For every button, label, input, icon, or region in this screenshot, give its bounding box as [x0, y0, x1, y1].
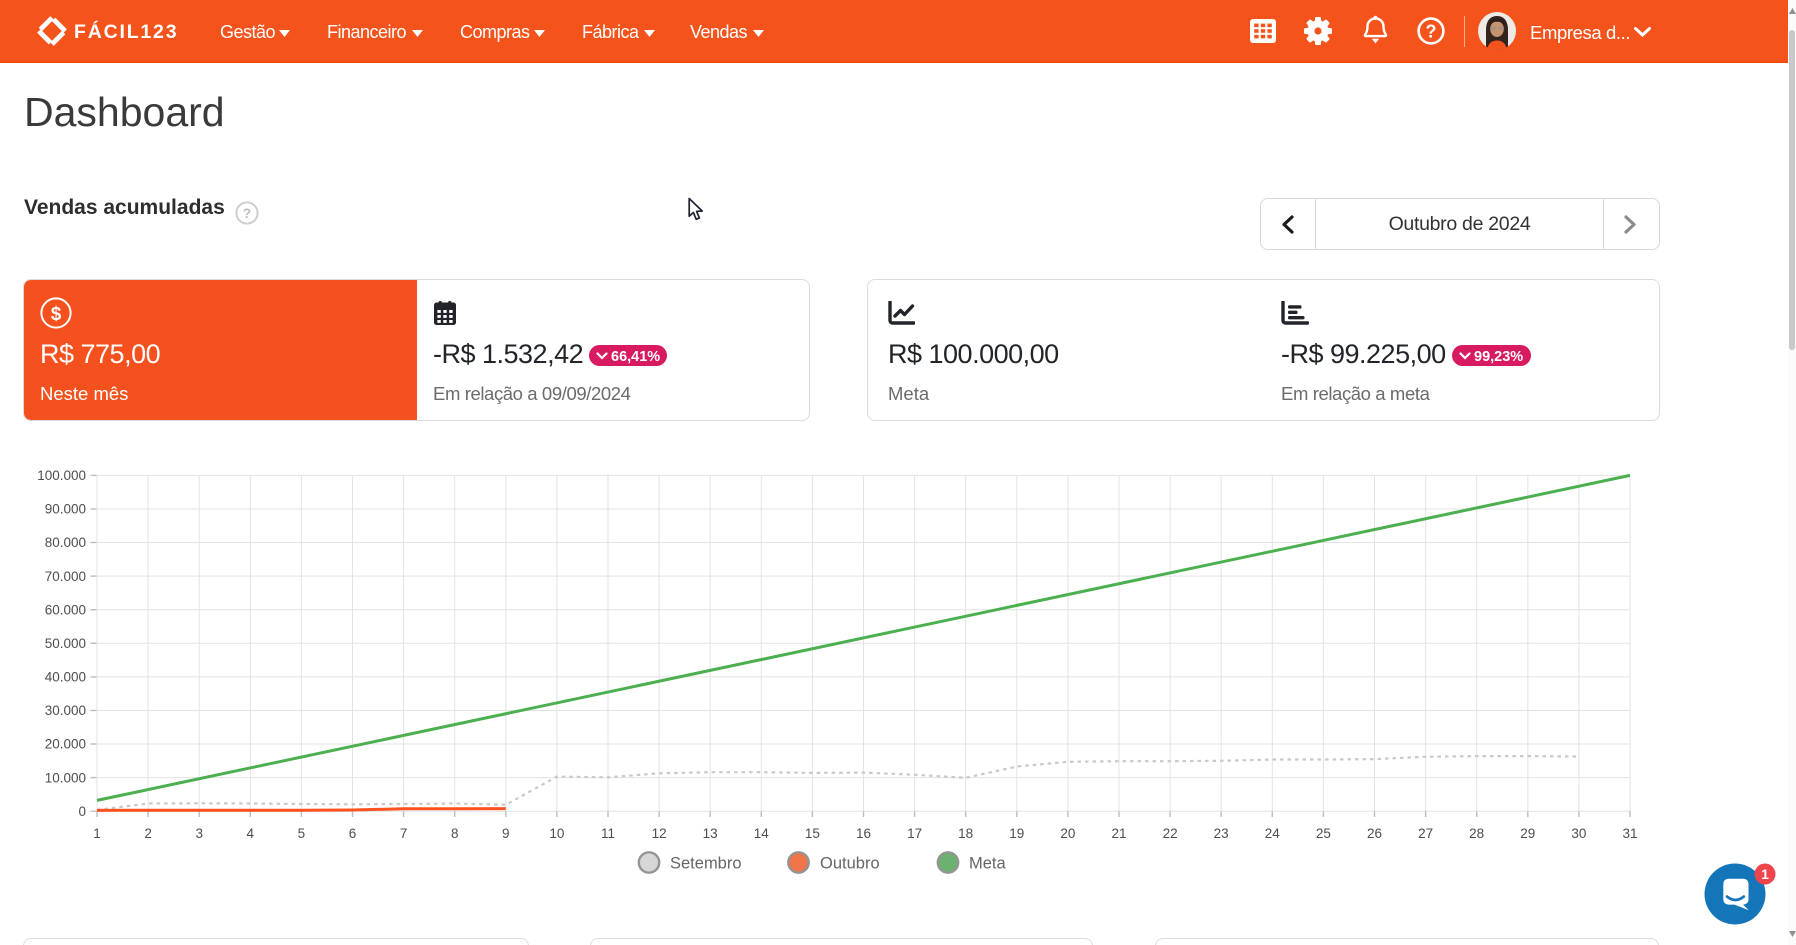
svg-text:50.000: 50.000 — [45, 636, 86, 651]
svg-text:18: 18 — [958, 826, 973, 841]
svg-text:Setembro: Setembro — [670, 855, 742, 873]
svg-text:Meta: Meta — [969, 855, 1007, 873]
svg-text:14: 14 — [754, 826, 770, 841]
svg-text:2: 2 — [144, 826, 152, 841]
svg-text:23: 23 — [1214, 826, 1229, 841]
svg-text:12: 12 — [652, 826, 667, 841]
svg-text:1: 1 — [93, 826, 101, 841]
svg-text:25: 25 — [1316, 826, 1331, 841]
svg-text:70.000: 70.000 — [45, 569, 86, 584]
svg-text:3: 3 — [195, 826, 203, 841]
svg-text:29: 29 — [1520, 826, 1535, 841]
svg-text:100.000: 100.000 — [37, 468, 86, 483]
svg-text:10: 10 — [549, 826, 564, 841]
svg-text:31: 31 — [1622, 826, 1637, 841]
svg-text:60.000: 60.000 — [45, 602, 86, 617]
svg-text:27: 27 — [1418, 826, 1433, 841]
svg-text:7: 7 — [400, 826, 408, 841]
svg-text:90.000: 90.000 — [45, 502, 86, 517]
svg-text:28: 28 — [1469, 826, 1484, 841]
svg-text:11: 11 — [601, 826, 615, 841]
svg-text:20.000: 20.000 — [45, 737, 86, 752]
svg-text:$: $ — [51, 304, 62, 325]
svg-text:30.000: 30.000 — [45, 703, 86, 718]
svg-text:13: 13 — [703, 826, 718, 841]
svg-text:6: 6 — [349, 826, 357, 841]
svg-text:26: 26 — [1367, 826, 1382, 841]
svg-text:4: 4 — [247, 826, 255, 841]
svg-text:30: 30 — [1571, 826, 1586, 841]
svg-text:19: 19 — [1009, 826, 1024, 841]
svg-text:1: 1 — [1761, 866, 1769, 882]
svg-text:0: 0 — [78, 804, 86, 819]
svg-text:15: 15 — [805, 826, 820, 841]
svg-text:21: 21 — [1111, 826, 1126, 841]
svg-text:40.000: 40.000 — [45, 670, 86, 685]
svg-text:8: 8 — [451, 826, 459, 841]
svg-text:24: 24 — [1265, 826, 1281, 841]
svg-text:?: ? — [1426, 22, 1437, 42]
svg-text:16: 16 — [856, 826, 871, 841]
svg-text:20: 20 — [1060, 826, 1075, 841]
svg-text:Outubro: Outubro — [820, 855, 880, 873]
svg-text:17: 17 — [907, 826, 922, 841]
svg-text:22: 22 — [1163, 826, 1178, 841]
svg-text:9: 9 — [502, 826, 510, 841]
svg-text:?: ? — [243, 206, 251, 221]
svg-text:10.000: 10.000 — [45, 770, 86, 785]
svg-text:5: 5 — [298, 826, 306, 841]
svg-text:80.000: 80.000 — [45, 535, 86, 550]
